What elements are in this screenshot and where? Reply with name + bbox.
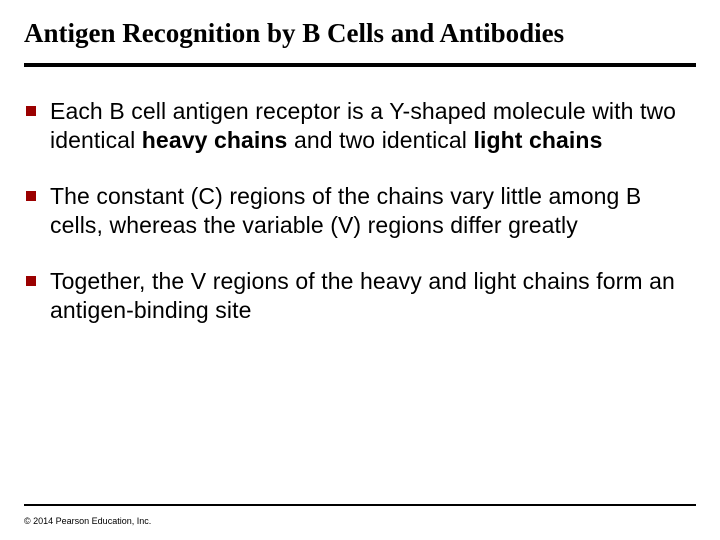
copyright-text: © 2014 Pearson Education, Inc.	[24, 516, 151, 526]
bullet-item: Together, the V regions of the heavy and…	[24, 267, 696, 326]
title-rule	[24, 63, 696, 67]
bullet-item: The constant (C) regions of the chains v…	[24, 182, 696, 241]
bullet-text: The constant (C) regions of the chains v…	[50, 182, 696, 241]
bullet-text: Together, the V regions of the heavy and…	[50, 267, 696, 326]
bullet-marker-icon	[26, 191, 36, 201]
footer-rule	[24, 504, 696, 506]
slide-body: Each B cell antigen receptor is a Y-shap…	[24, 97, 696, 326]
bullet-text: Each B cell antigen receptor is a Y-shap…	[50, 97, 696, 156]
bullet-item: Each B cell antigen receptor is a Y-shap…	[24, 97, 696, 156]
slide-title: Antigen Recognition by B Cells and Antib…	[24, 18, 696, 49]
bullet-marker-icon	[26, 106, 36, 116]
slide: Antigen Recognition by B Cells and Antib…	[0, 0, 720, 540]
bullet-marker-icon	[26, 276, 36, 286]
